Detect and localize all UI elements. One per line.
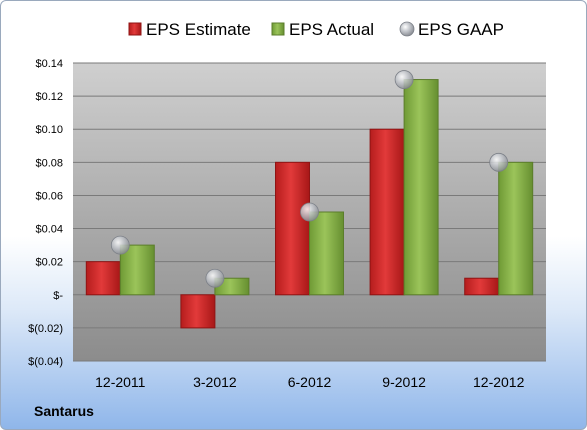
eps-estimate-bar: [180, 294, 216, 329]
eps-gaap-marker: [205, 268, 225, 288]
y-tick-label: $0.12: [35, 91, 63, 103]
y-tick-label: $0.04: [35, 224, 63, 236]
eps-estimate-bar: [85, 261, 121, 296]
y-tick-label: $-: [53, 290, 63, 302]
y-axis-labels: $0.14 $0.12 $0.10 $0.08 $0.06 $0.04 $0.02 $- $(0…: [28, 58, 63, 368]
y-tick-label: $(0.04): [28, 356, 63, 368]
eps-actual-bar: [498, 161, 534, 296]
eps-gaap-marker: [300, 202, 319, 222]
y-tick-label: $0.02: [35, 257, 63, 269]
y-tick-label: $0.14: [35, 58, 63, 70]
y-tick-label: $(0.02): [28, 323, 63, 335]
legend-actual-swatch: [271, 22, 285, 36]
legend-gaap-swatch: [399, 21, 415, 37]
legend-label: EPS GAAP: [418, 20, 504, 39]
company-name: Santarus: [34, 403, 94, 419]
eps-gaap-marker: [489, 152, 509, 172]
eps-actual-bar: [119, 244, 155, 296]
bars: [85, 79, 534, 329]
legend-label: EPS Estimate: [146, 20, 251, 39]
x-tick-label: 9-2012: [382, 374, 426, 390]
legend-estimate-swatch: [128, 22, 142, 36]
legend-label: EPS Actual: [289, 20, 374, 39]
eps-estimate-bar: [464, 277, 500, 296]
x-tick-label: 12-2011: [95, 374, 146, 390]
x-tick-label: 12-2012: [473, 374, 525, 390]
y-tick-label: $0.08: [35, 157, 63, 169]
eps-gaap-marker: [110, 235, 130, 255]
eps-estimate-bar: [369, 128, 405, 296]
eps-actual-bar: [403, 79, 439, 296]
eps-actual-bar: [309, 211, 344, 296]
eps-estimate-bar: [275, 161, 310, 296]
legend: EPS Estimate EPS Actual EPS GAAP: [128, 20, 504, 39]
y-tick-label: $0.10: [35, 124, 63, 136]
x-axis-labels: 12-2011 3-2012 6-2012 9-2012 12-2012: [95, 374, 524, 390]
gaap-markers: [110, 70, 509, 288]
x-tick-label: 6-2012: [288, 374, 332, 390]
y-tick-label: $0.06: [35, 190, 63, 202]
x-tick-label: 3-2012: [193, 374, 237, 390]
eps-gaap-marker: [394, 70, 414, 89]
